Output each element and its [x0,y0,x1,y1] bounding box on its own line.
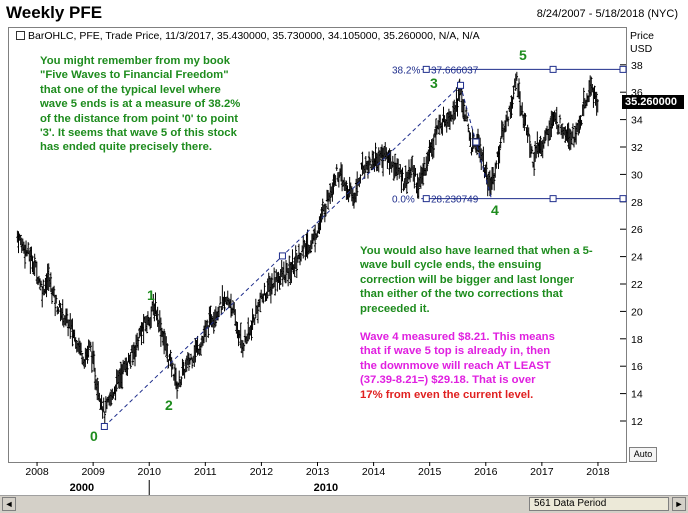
price-axis-header: Price USD [630,30,654,56]
annotation-line: that one of the typical level where [40,83,221,96]
annotation-correction: You would also have learned that when a … [360,244,593,316]
wave-label-5: 5 [519,47,527,63]
y-tick-label: 18 [631,334,643,346]
annotation-wave5-fib: You might remember from my book "Five Wa… [40,54,240,155]
x-tick-label: 2009 [81,466,105,478]
title-bar: Weekly PFE 8/24/2007 - 5/18/2018 (NYC) [0,0,688,26]
annotation-line: of the distance from point '0' to point [40,112,239,125]
x-tick-label: 2012 [250,466,274,478]
scroll-left-button[interactable]: ◄ [2,497,16,511]
annotation-line: than either of the two corrections that [360,288,563,301]
annotation-line: wave bull cycle ends, the ensuing [360,259,542,272]
scroll-thumb[interactable]: 561 Data Period [529,497,669,511]
fib-value-high: 37.666037 [431,65,479,76]
x-tick-label: 2011 [194,466,217,478]
fib-pct-high: 38.2% [392,65,420,76]
x-tick-label: 2017 [530,466,554,478]
y-tick-label: 22 [631,279,643,291]
y-tick-label: 12 [631,416,643,428]
fib-handle [422,195,430,203]
y-tick-label: 28 [631,197,643,209]
x-major-label: 2010 [314,482,338,494]
fib-handle [549,65,557,73]
fib-handle [549,195,557,203]
scroll-right-button[interactable]: ► [672,497,686,511]
annotation-line: correction will be bigger and last longe… [360,273,575,286]
y-tick-label: 26 [631,224,643,236]
currency-label: USD [630,43,653,55]
annotation-line: wave 5 ends is at a measure of 38.2% [40,98,241,111]
last-price-tag: 35.260000 [622,95,684,109]
y-tick-label: 20 [631,306,643,318]
annotation-line: the downmove will reach AT LEAST [360,359,551,372]
info-line: BarOHLC, PFE, Trade Price, 11/3/2017, 35… [16,30,480,42]
fib-handle [619,65,627,73]
annotation-line: '3'. It seems that wave 5 of this stock [40,127,237,140]
y-tick-label: 34 [631,115,643,127]
annotation-line: has ended quite precisely there. [40,141,213,154]
y-tick-label: 14 [631,389,643,401]
annotation-line: "Five Waves to Financial Freedom" [40,69,229,82]
y-tick-label: 16 [631,361,643,373]
y-tick-label: 32 [631,142,643,154]
wave-label-3: 3 [430,75,438,91]
y-tick-label: 36 [631,87,643,99]
time-scrollbar[interactable]: ◄ 561 Data Period ► [0,495,688,513]
fib-handle [422,65,430,73]
trendline-handle [100,422,108,430]
wave-label-2: 2 [165,397,173,413]
y-tick-label: 30 [631,169,643,181]
annotation-line-red: 17% from even the current level. [360,388,534,401]
annotation-wave4-target: Wave 4 measured $8.21. This means that i… [360,330,555,402]
annotation-line: (37.39-8.21=) $29.18. That is over [360,374,536,387]
x-tick-label: 2015 [418,466,442,478]
trendline-handle [278,252,286,260]
wave-label-1: 1 [147,287,155,303]
fib-handle [619,195,627,203]
auto-scale-button[interactable]: Auto [629,447,657,462]
y-tick-label: 24 [631,252,643,264]
price-label: Price [630,30,654,42]
trendline-handle [472,138,480,146]
y-tick-label: 38 [631,60,643,72]
trendline-handle [457,81,465,89]
x-tick-label: 2013 [306,466,330,478]
x-major-label: 2000 [70,482,94,494]
chart-title: Weekly PFE [6,3,103,22]
chart-menu-icon[interactable] [16,30,25,40]
fib-pct-low: 0.0% [392,195,415,206]
annotation-line: You would also have learned that when a … [360,245,593,257]
date-range: 8/24/2007 - 5/18/2018 (NYC) [536,8,678,20]
annotation-line: Wave 4 measured $8.21. This means [360,331,555,343]
fib-value-low: 28.230749 [431,195,479,206]
x-tick-label: 2010 [138,466,162,478]
x-tick-label: 2018 [586,466,610,478]
wave-label-4: 4 [491,202,499,218]
x-tick-label: 2016 [474,466,498,478]
wave-label-0: 0 [90,428,98,444]
annotation-line: that if wave 5 top is already in, then [360,345,551,358]
x-tick-label: 2008 [25,466,49,478]
x-tick-label: 2014 [362,466,386,478]
annotation-line: preceeded it. [360,302,430,315]
annotation-line: You might remember from my book [40,55,230,67]
info-line-text: BarOHLC, PFE, Trade Price, 11/3/2017, 35… [28,30,480,42]
